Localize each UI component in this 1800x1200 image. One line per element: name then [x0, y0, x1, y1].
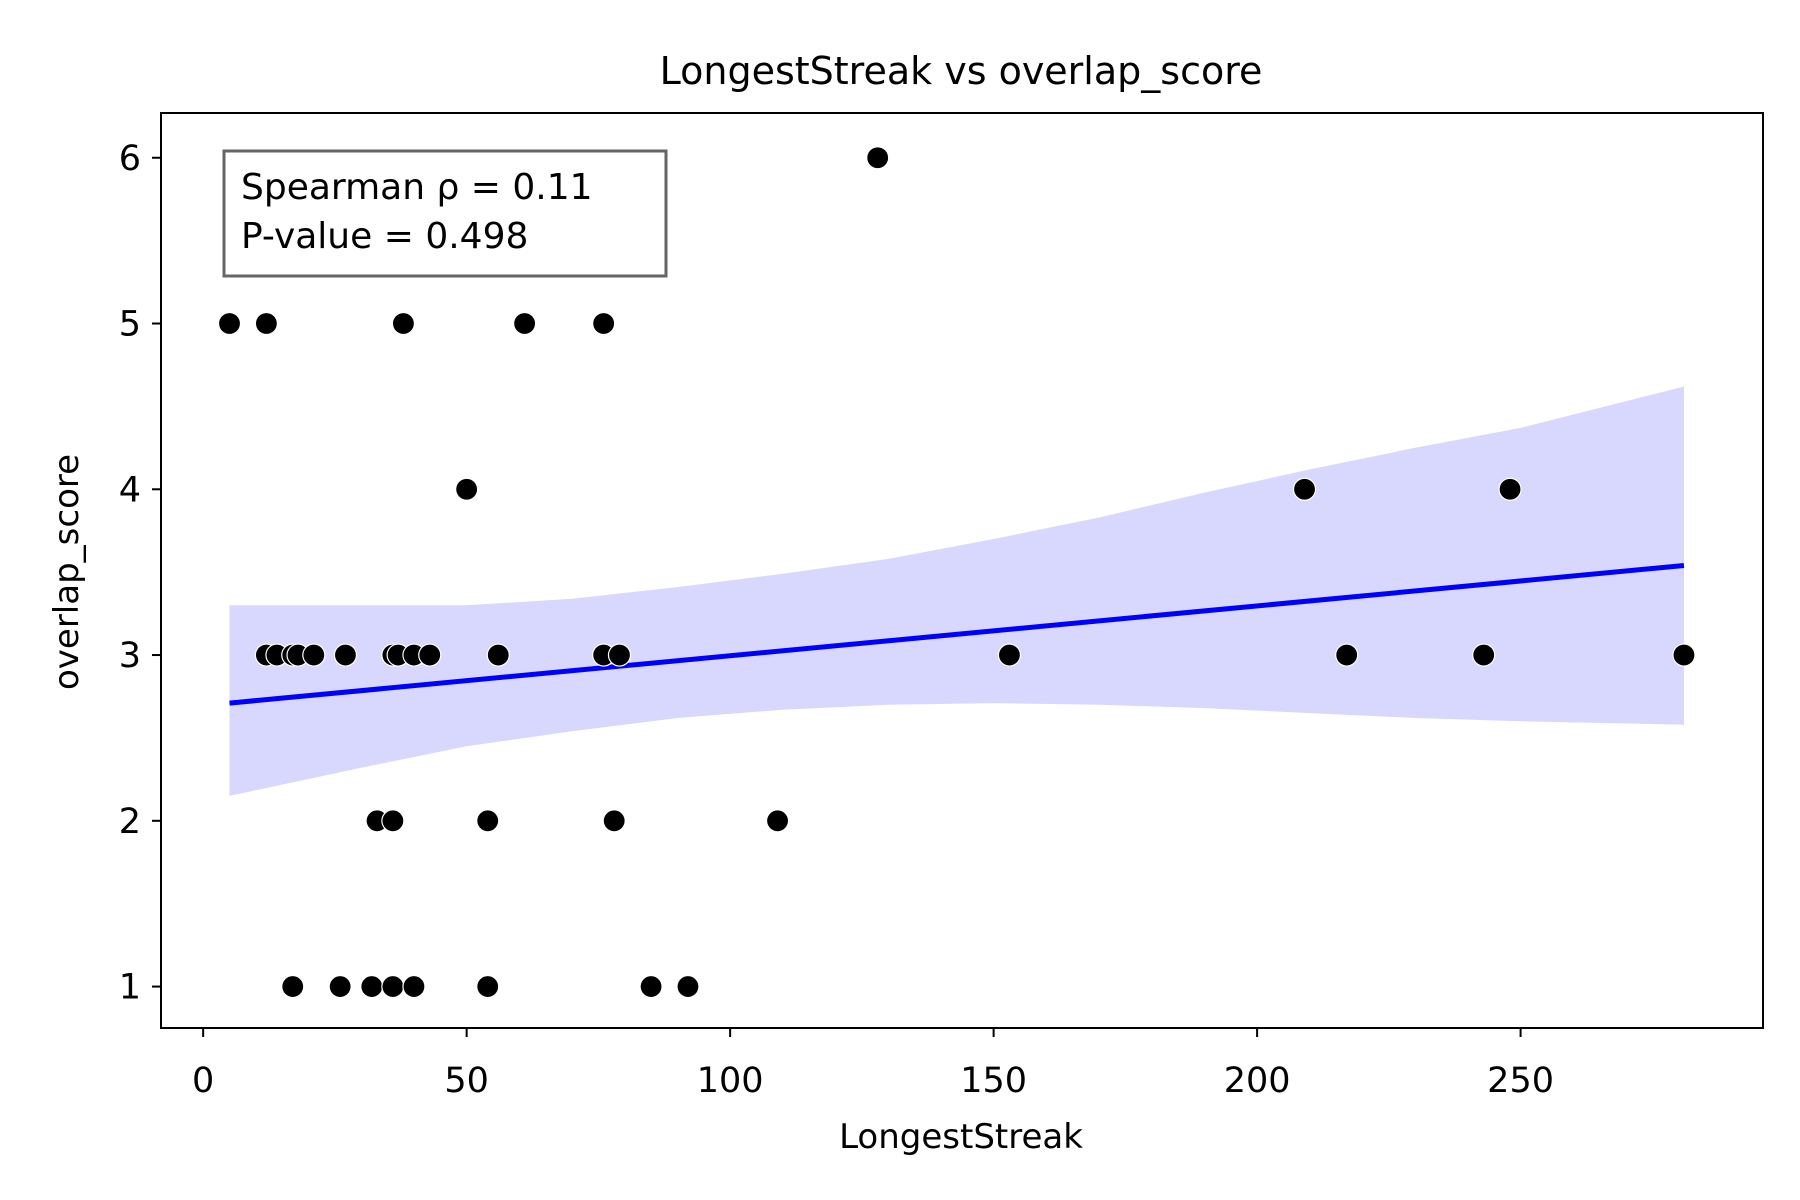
data-point	[1335, 643, 1359, 667]
data-point	[381, 809, 405, 833]
y-tick-label: 6	[119, 139, 141, 179]
data-point	[602, 809, 626, 833]
data-point	[360, 974, 384, 999]
data-point	[486, 643, 510, 667]
data-point	[1672, 643, 1696, 667]
data-point	[1498, 477, 1522, 501]
confidence-band-layer	[229, 386, 1684, 796]
x-axis-label: LongestStreak	[839, 1117, 1083, 1157]
data-point	[476, 809, 500, 833]
data-point	[592, 311, 616, 336]
data-point	[1292, 477, 1317, 501]
x-tick-label: 250	[1487, 1061, 1554, 1101]
stats-annotation-box: Spearman ρ = 0.11 P-value = 0.498	[222, 149, 668, 278]
regression-line-layer	[229, 563, 1685, 706]
data-point	[607, 643, 632, 667]
y-tick-label: 3	[119, 636, 141, 676]
data-point	[866, 146, 890, 170]
data-points-layer	[217, 146, 1696, 999]
y-tick-label: 5	[119, 305, 141, 345]
data-point	[217, 311, 242, 336]
data-point	[328, 974, 352, 999]
y-tick-label: 2	[119, 802, 141, 842]
data-point	[402, 974, 426, 999]
data-point	[281, 974, 305, 999]
data-point	[254, 311, 278, 336]
plot-frame	[160, 112, 1764, 1029]
x-tick-label: 0	[192, 1061, 214, 1101]
x-tick-label: 100	[697, 1061, 764, 1101]
y-tick-label: 4	[119, 470, 141, 510]
data-point	[639, 974, 663, 999]
data-point	[676, 974, 700, 999]
data-point	[513, 311, 537, 336]
data-point	[391, 311, 416, 336]
data-point	[418, 643, 442, 667]
y-tick-label: 1	[119, 968, 141, 1008]
spearman-label: Spearman ρ = 0.11	[241, 167, 593, 208]
data-point	[381, 974, 405, 999]
x-tick-label: 150	[960, 1061, 1027, 1101]
confidence-band	[229, 386, 1684, 796]
x-axis-ticks: 0 50 100 150 200 250	[192, 1028, 1554, 1101]
p-value-label: P-value = 0.498	[241, 216, 528, 257]
data-point	[455, 477, 479, 501]
y-axis-label: overlap_score	[47, 454, 87, 690]
y-axis-ticks: 1 2 3 4 5 6	[119, 139, 161, 1008]
data-point	[333, 643, 358, 667]
chart-title: LongestStreak vs overlap_score	[660, 49, 1263, 93]
x-tick-label: 200	[1224, 1061, 1291, 1101]
stats-box-frame	[222, 149, 668, 278]
data-point	[302, 643, 326, 667]
data-point	[765, 809, 790, 833]
regression-line	[229, 563, 1685, 706]
x-tick-label: 50	[444, 1061, 489, 1101]
data-point	[476, 974, 500, 999]
data-point	[997, 643, 1022, 667]
data-point	[1472, 643, 1496, 667]
